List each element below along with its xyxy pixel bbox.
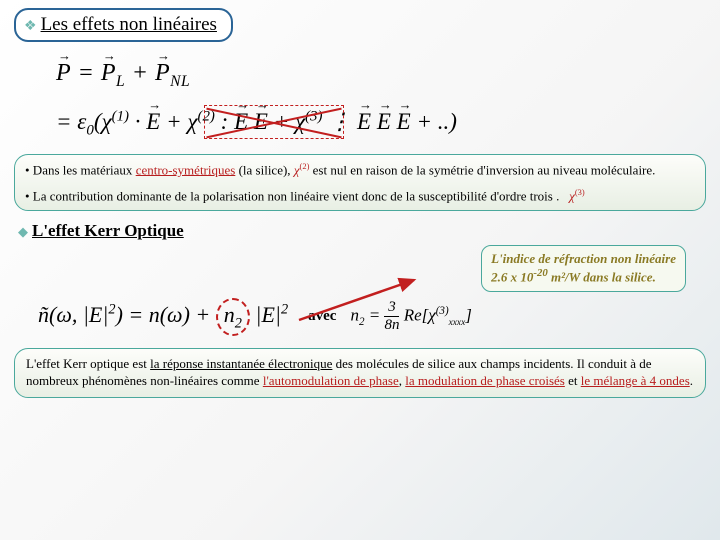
kerr-heading: ◆ L'effet Kerr Optique [18, 221, 706, 241]
diamond-icon: ◆ [18, 224, 28, 239]
arrow-icon [294, 275, 424, 325]
diamond-bullet-icon: ❖ [24, 19, 37, 34]
equation-block: P = PL + PNL = ε0(χ(1) · E + χ(2) : E E … [56, 60, 706, 140]
equation-expansion: = ε0(χ(1) · E + χ(2) : E E + χ(3) ⋮ E E … [56, 109, 457, 134]
bullet-2: • La contribution dominante de la polari… [25, 187, 695, 205]
indice-box: L'indice de réfraction non linéaire 2.6 … [481, 245, 686, 291]
bullet-1: • Dans les matériaux centro-symétriques … [25, 161, 695, 179]
kerr-equation: ñ(ω, |E|2) = n(ω) + n2 |E|2 [38, 298, 288, 336]
heading-box: ❖ Les effets non linéaires [14, 8, 233, 42]
info-box-chi: • Dans les matériaux centro-symétriques … [14, 154, 706, 211]
equation-p: P = PL + PNL [56, 60, 706, 91]
heading-text: Les effets non linéaires [41, 14, 217, 35]
final-box: L'effet Kerr optique est la réponse inst… [14, 348, 706, 398]
